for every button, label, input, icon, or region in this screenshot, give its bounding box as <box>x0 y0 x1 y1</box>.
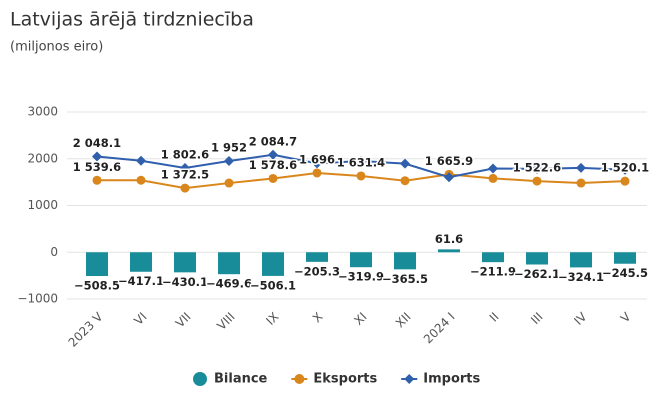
marker <box>356 156 366 167</box>
marker <box>576 162 586 173</box>
data-label: −417.1 <box>118 274 164 288</box>
data-label: 1 520.1 <box>601 161 649 175</box>
data-label: −365.5 <box>382 272 428 286</box>
data-label: 2 084.7 <box>249 134 297 148</box>
bar <box>262 252 284 276</box>
marker <box>312 158 322 169</box>
marker <box>620 176 630 186</box>
data-label: 61.6 <box>435 232 463 246</box>
data-label: 1 372.5 <box>161 168 209 182</box>
legend-label: Bilance <box>214 372 268 387</box>
bar <box>482 252 504 263</box>
bar <box>130 252 152 272</box>
x-tick-label: III <box>528 310 545 327</box>
marker <box>356 171 366 181</box>
data-label: 1 952 <box>211 140 247 154</box>
marker <box>224 178 234 188</box>
bar <box>174 252 196 273</box>
marker <box>136 155 146 166</box>
bar <box>526 252 548 265</box>
marker <box>532 176 542 186</box>
x-tick-label: II <box>487 310 502 325</box>
marker <box>136 175 146 185</box>
x-tick-label: VI <box>131 310 149 328</box>
marker <box>400 158 410 169</box>
data-label: 1 631.4 <box>337 155 385 169</box>
marker <box>532 163 542 174</box>
y-tick-label: 0 <box>50 245 58 259</box>
x-tick-label: VII <box>173 310 194 331</box>
data-label: −205.3 <box>294 264 340 278</box>
data-label: −506.1 <box>250 278 296 292</box>
data-label: 1 539.6 <box>73 160 121 174</box>
x-tick-label: V <box>618 309 634 325</box>
x-tick-label: XI <box>351 310 369 328</box>
bar <box>570 252 592 268</box>
x-tick-label: IX <box>263 310 281 328</box>
marker <box>92 151 102 162</box>
data-label: −262.1 <box>514 267 560 281</box>
data-label: −430.1 <box>162 275 208 289</box>
legend-marker <box>193 372 207 386</box>
bar <box>350 252 372 268</box>
y-tick-label: 3000 <box>27 105 58 119</box>
data-label: −469.6 <box>206 277 252 291</box>
bar <box>394 252 416 270</box>
y-tick-label: −1000 <box>17 292 58 306</box>
marker <box>268 173 278 183</box>
marker <box>224 155 234 166</box>
x-tick-label: 2024 I <box>421 310 458 347</box>
bar <box>306 252 328 262</box>
data-label: −324.1 <box>558 270 604 284</box>
marker <box>488 173 498 183</box>
x-tick-label: IV <box>571 309 590 328</box>
legend-marker <box>294 374 305 384</box>
x-tick-label: VIII <box>214 310 237 333</box>
marker <box>488 163 498 174</box>
x-tick-label: 2023 V <box>66 309 107 350</box>
data-label: −211.9 <box>470 265 516 279</box>
x-tick-label: X <box>310 310 326 326</box>
bar <box>86 252 108 277</box>
chart-title: Latvijas ārējā tirdzniecība <box>10 9 254 31</box>
legend-marker <box>404 374 415 384</box>
marker <box>268 149 278 160</box>
data-label: 2 048.1 <box>73 136 121 150</box>
chart-subtitle: (miljonos eiro) <box>10 40 103 55</box>
marker <box>620 164 630 175</box>
data-label: 1 578.6 <box>249 158 297 172</box>
marker <box>576 178 586 188</box>
marker <box>180 183 190 193</box>
bar <box>438 249 460 253</box>
marker <box>92 175 102 185</box>
marker <box>400 176 410 186</box>
bar <box>218 252 240 275</box>
data-label: 1 696 <box>299 152 335 166</box>
bar <box>614 252 636 264</box>
marker <box>444 172 454 183</box>
data-label: −245.5 <box>602 266 648 280</box>
marker <box>180 162 190 173</box>
marker <box>312 168 322 178</box>
legend-label: Imports <box>423 372 480 387</box>
legend-label: Eksports <box>313 372 377 387</box>
y-tick-label: 2000 <box>27 151 58 165</box>
y-tick-label: 1000 <box>27 198 58 212</box>
x-tick-label: XII <box>393 310 414 331</box>
data-label: 1 522.6 <box>513 161 561 175</box>
data-label: −319.9 <box>338 270 384 284</box>
data-label: 1 802.6 <box>161 147 209 161</box>
data-label: −508.5 <box>74 279 120 293</box>
data-label: 1 665.9 <box>425 154 473 168</box>
